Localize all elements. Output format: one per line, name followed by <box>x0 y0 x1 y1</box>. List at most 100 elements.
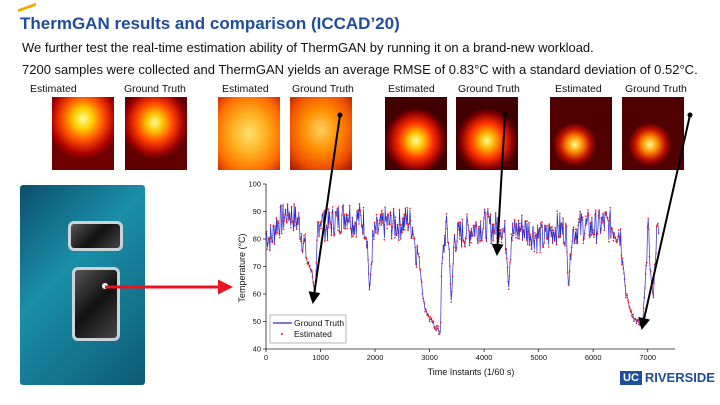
estimated-point <box>489 222 491 225</box>
estimated-point <box>293 203 295 205</box>
estimated-point <box>428 320 431 323</box>
estimated-point <box>515 236 517 239</box>
estimated-point <box>321 214 324 217</box>
estimated-point <box>454 241 456 243</box>
estimated-point <box>326 226 328 229</box>
estimated-point <box>531 235 534 238</box>
estimated-point <box>481 231 484 233</box>
estimated-point <box>592 229 594 231</box>
estimated-point <box>351 216 354 219</box>
estimated-point <box>415 263 417 265</box>
estimated-point <box>519 222 521 225</box>
estimated-point <box>621 263 623 266</box>
estimated-point <box>564 223 567 226</box>
estimated-point <box>295 228 298 230</box>
estimated-point <box>439 321 442 324</box>
estimated-point <box>408 222 411 225</box>
estimated-point <box>553 240 556 242</box>
estimated-point <box>441 256 444 259</box>
estimated-point <box>598 210 600 212</box>
estimated-point <box>422 297 424 300</box>
estimated-point <box>325 224 328 227</box>
estimated-point <box>312 284 315 287</box>
estimated-point <box>430 317 433 320</box>
estimated-point <box>505 247 507 250</box>
caption-ground-truth-4: Ground Truth <box>625 83 687 95</box>
estimated-point <box>551 226 553 228</box>
estimated-point <box>622 267 625 270</box>
estimated-point <box>517 219 520 222</box>
estimated-point <box>619 243 621 246</box>
estimated-point <box>397 228 399 231</box>
estimated-point <box>409 207 411 210</box>
estimated-point <box>560 223 563 225</box>
estimated-point <box>400 238 402 240</box>
estimated-point <box>352 225 355 228</box>
estimated-point <box>425 310 428 312</box>
estimated-point <box>377 232 379 235</box>
estimated-point <box>417 252 420 255</box>
estimated-point <box>365 246 368 248</box>
estimated-point <box>419 269 422 271</box>
estimated-point <box>568 284 570 287</box>
x-tick-label: 6000 <box>585 353 602 362</box>
estimated-point <box>553 234 555 236</box>
y-tick-label: 90 <box>253 207 261 216</box>
estimated-point <box>608 240 610 243</box>
estimated-point <box>541 221 543 223</box>
estimated-point <box>319 221 322 223</box>
estimated-point <box>635 322 638 325</box>
estimated-point <box>574 237 576 240</box>
estimated-point <box>567 282 570 285</box>
estimated-point <box>343 213 346 216</box>
estimated-point <box>513 219 516 222</box>
estimated-point <box>348 221 350 223</box>
estimated-point <box>399 223 401 226</box>
estimated-point <box>490 242 492 245</box>
estimated-point <box>452 262 454 265</box>
estimated-point <box>391 225 394 228</box>
estimated-point <box>445 213 448 215</box>
estimated-point <box>357 208 360 211</box>
estimated-point <box>582 242 585 244</box>
estimated-point <box>369 282 371 285</box>
estimated-point <box>581 216 584 219</box>
estimated-point <box>655 252 657 255</box>
slide-title: ThermGAN results and comparison (ICCAD’2… <box>20 14 400 33</box>
y-tick-label: 70 <box>253 262 261 271</box>
x-axis-label: Time Instants (1/60 s) <box>428 367 515 377</box>
estimated-point <box>318 224 321 227</box>
estimated-point <box>449 283 452 285</box>
estimated-point <box>511 223 514 225</box>
estimated-point <box>572 228 574 231</box>
estimated-point <box>447 241 450 244</box>
estimated-point <box>524 220 527 223</box>
estimated-point <box>424 311 426 313</box>
estimated-point <box>318 235 320 237</box>
estimated-point <box>345 213 348 215</box>
estimated-point <box>583 232 586 235</box>
estimated-point <box>354 222 356 224</box>
estimated-point <box>359 209 362 212</box>
x-tick-label: 3000 <box>421 353 438 362</box>
estimated-point <box>453 246 455 249</box>
estimated-point <box>343 227 345 229</box>
x-tick-label: 2000 <box>367 353 384 362</box>
heatmap-ground-truth-2 <box>290 97 352 170</box>
estimated-point <box>481 239 483 242</box>
estimated-point <box>456 240 458 242</box>
x-tick-label: 4000 <box>476 353 493 362</box>
estimated-point <box>421 292 424 295</box>
estimated-point <box>482 227 485 230</box>
estimated-point <box>404 207 407 210</box>
estimated-point <box>411 226 414 229</box>
estimated-point <box>295 221 297 223</box>
estimated-point <box>614 237 617 240</box>
estimated-point <box>453 234 456 236</box>
estimated-point <box>532 226 534 229</box>
estimated-point <box>573 242 576 245</box>
estimated-point <box>335 210 337 213</box>
estimated-point <box>507 280 509 283</box>
estimated-point <box>280 232 283 235</box>
estimated-point <box>521 214 523 217</box>
